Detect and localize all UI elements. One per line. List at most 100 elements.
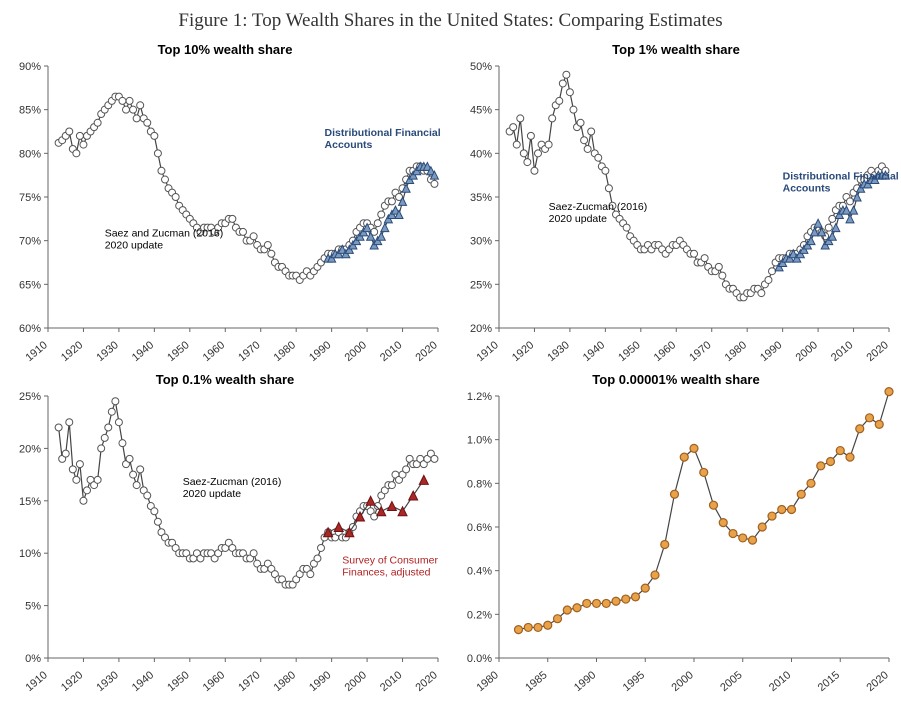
datapoint [719, 519, 727, 527]
ytick-label: 20% [469, 323, 491, 335]
datapoint [520, 150, 527, 157]
ytick-label: 0.0% [466, 653, 491, 665]
datapoint [409, 491, 418, 500]
xtick-label: 1960 [651, 339, 677, 364]
xtick-label: 1970 [236, 339, 262, 364]
xtick-label: 1940 [130, 669, 156, 694]
xtick-label: 1990 [307, 339, 333, 364]
datapoint [144, 492, 151, 499]
xtick-label: 2005 [718, 669, 744, 694]
xtick-label: 1940 [130, 339, 156, 364]
ytick-label: 10% [19, 548, 41, 560]
datapoint [612, 597, 620, 605]
datapoint [836, 447, 844, 455]
xtick-label: 1950 [165, 669, 191, 694]
panel-top01: Top 0.1% wealth share0%5%10%15%20%25%191… [0, 368, 451, 698]
datapoint [690, 444, 698, 452]
xtick-label: 1920 [509, 339, 535, 364]
ytick-label: 65% [19, 279, 41, 291]
datapoint [530, 167, 537, 174]
datapoint [94, 119, 101, 126]
datapoint [126, 97, 133, 104]
datapoint [701, 255, 708, 262]
xtick-label: 2020 [413, 339, 439, 364]
xtick-label: 1995 [620, 669, 646, 694]
xtick-label: 1980 [272, 339, 298, 364]
datapoint [592, 599, 600, 607]
annotation: 2020 update [105, 239, 164, 251]
datapoint [419, 475, 428, 484]
datapoint [133, 482, 140, 489]
annotation: Saez-Zucman (2016) [183, 476, 282, 488]
datapoint [387, 502, 396, 511]
annotation: Distributional Financial [782, 171, 898, 183]
xtick-label: 2000 [343, 339, 369, 364]
xtick-label: 1930 [545, 339, 571, 364]
datapoint [154, 518, 161, 525]
datapoint [137, 102, 144, 109]
datapoint [825, 224, 832, 231]
annotation: Distributional Financial [325, 127, 441, 139]
annotation: Accounts [325, 139, 373, 151]
panel-title: Top 0.1% wealth share [156, 372, 294, 387]
datapoint [582, 599, 590, 607]
datapoint [846, 453, 854, 461]
datapoint [566, 89, 573, 96]
datapoint [577, 119, 584, 126]
datapoint [605, 185, 612, 192]
datapoint [524, 623, 532, 631]
xtick-label: 1930 [94, 669, 120, 694]
datapoint [514, 626, 522, 634]
datapoint [768, 512, 776, 520]
xtick-label: 2000 [793, 339, 819, 364]
ytick-label: 0.6% [466, 522, 491, 534]
datapoint [846, 215, 854, 223]
datapoint [137, 466, 144, 473]
ytick-label: 75% [19, 192, 41, 204]
ytick-label: 25% [19, 391, 41, 403]
datapoint [62, 450, 69, 457]
xtick-label: 2010 [378, 669, 404, 694]
ytick-label: 0.4% [466, 566, 491, 578]
series-line [328, 480, 424, 532]
datapoint [158, 167, 165, 174]
xtick-label: 1950 [165, 339, 191, 364]
xtick-label: 1950 [616, 339, 642, 364]
datapoint [98, 445, 105, 452]
datapoint [403, 466, 410, 473]
xtick-label: 1980 [272, 669, 298, 694]
annotation: Accounts [782, 183, 830, 195]
xtick-label: 1960 [201, 339, 227, 364]
datapoint [584, 145, 591, 152]
datapoint [545, 141, 552, 148]
datapoint [307, 571, 314, 578]
datapoint [729, 530, 737, 538]
xtick-label: 2015 [815, 669, 841, 694]
panel-top00001: Top 0.00001% wealth share0.0%0.2%0.4%0.6… [451, 368, 901, 698]
ytick-label: 70% [19, 236, 41, 248]
xtick-label: 2020 [413, 669, 439, 694]
panel-title: Top 10% wealth share [158, 42, 293, 57]
datapoint [172, 194, 179, 201]
datapoint [388, 198, 395, 205]
datapoint [76, 461, 83, 468]
datapoint [229, 215, 236, 222]
series-line [59, 97, 435, 280]
datapoint [84, 487, 91, 494]
datapoint [562, 71, 569, 78]
datapoint [366, 496, 375, 505]
datapoint [151, 132, 158, 139]
xtick-label: 2020 [864, 339, 890, 364]
datapoint [621, 595, 629, 603]
datapoint [690, 250, 697, 257]
ytick-label: 1.2% [466, 391, 491, 403]
datapoint [431, 455, 438, 462]
datapoint [516, 115, 523, 122]
datapoint [534, 150, 541, 157]
xtick-label: 1985 [523, 669, 549, 694]
panel-grid: Top 10% wealth share60%65%70%75%80%85%90… [0, 38, 901, 698]
datapoint [641, 584, 649, 592]
xtick-label: 1910 [474, 339, 500, 364]
datapoint [660, 540, 668, 548]
datapoint [112, 398, 119, 405]
